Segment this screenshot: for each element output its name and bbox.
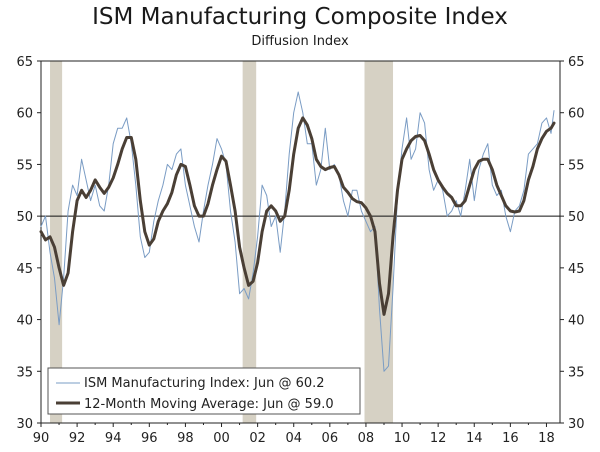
series-line-ism bbox=[40, 91, 555, 372]
plot-frame bbox=[40, 60, 561, 424]
y-tick-label-right: 65 bbox=[568, 55, 585, 70]
x-tick-label: 00 bbox=[213, 431, 230, 446]
y-tick-label-left: 30 bbox=[16, 417, 33, 432]
y-tick-label-left: 45 bbox=[16, 262, 33, 277]
recession-shading bbox=[50, 61, 394, 423]
recession-band-0 bbox=[50, 61, 63, 423]
chart-subtitle: Diffusion Index bbox=[251, 34, 349, 49]
chart-title: ISM Manufacturing Composite Index bbox=[92, 4, 508, 30]
legend-label-ism: ISM Manufacturing Index: Jun @ 60.2 bbox=[84, 376, 325, 391]
recession-band-2 bbox=[364, 61, 394, 423]
x-tick-label: 94 bbox=[105, 431, 122, 446]
y-tick-label-right: 45 bbox=[568, 262, 585, 277]
x-tick-label: 92 bbox=[69, 431, 86, 446]
y-tick-label-right: 35 bbox=[568, 365, 585, 380]
x-tick-label: 14 bbox=[466, 431, 483, 446]
x-tick-label: 96 bbox=[141, 431, 158, 446]
y-tick-label-right: 55 bbox=[568, 158, 585, 173]
x-tick-label: 10 bbox=[394, 431, 411, 446]
legend: ISM Manufacturing Index: Jun @ 60.2 12-M… bbox=[47, 367, 361, 415]
axes: 30 30 35 35 40 40 45 45 50 50 55 55 60 60 65 65 90 92 94 96… bbox=[16, 55, 584, 446]
series-group bbox=[39, 91, 556, 372]
legend-label-moving-average: 12-Month Moving Average: Jun @ 59.0 bbox=[84, 397, 334, 412]
x-tick-label: 18 bbox=[538, 431, 555, 446]
legend-box bbox=[47, 367, 361, 415]
recession-band-1 bbox=[242, 61, 257, 423]
y-tick-label-right: 30 bbox=[568, 417, 585, 432]
y-tick-label-left: 35 bbox=[16, 365, 33, 380]
x-tick-label: 16 bbox=[502, 431, 519, 446]
x-tick-label: 04 bbox=[285, 431, 302, 446]
y-tick-label-right: 50 bbox=[568, 210, 585, 225]
x-tick-label: 02 bbox=[249, 431, 266, 446]
y-tick-label-right: 40 bbox=[568, 314, 585, 329]
y-tick-label-left: 60 bbox=[16, 107, 33, 122]
series-line-moving-average bbox=[39, 116, 556, 316]
y-tick-label-left: 40 bbox=[16, 314, 33, 329]
y-tick-label-right: 60 bbox=[568, 107, 585, 122]
x-tick-label: 08 bbox=[358, 431, 375, 446]
x-tick-label: 90 bbox=[33, 431, 50, 446]
y-tick-label-left: 50 bbox=[16, 210, 33, 225]
y-tick-label-left: 55 bbox=[16, 158, 33, 173]
x-tick-label: 98 bbox=[177, 431, 194, 446]
x-tick-label: 12 bbox=[430, 431, 447, 446]
x-tick-label: 06 bbox=[322, 431, 339, 446]
y-tick-label-left: 65 bbox=[16, 55, 33, 70]
